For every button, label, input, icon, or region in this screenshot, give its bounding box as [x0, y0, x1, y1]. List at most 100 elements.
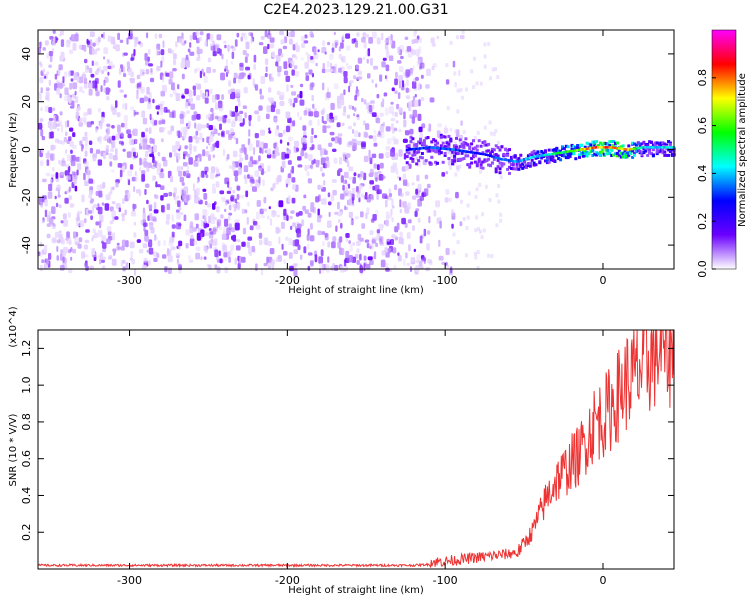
spectrogram-cell — [268, 127, 271, 131]
spectrogram-cell — [51, 237, 57, 243]
spectrogram-cell — [289, 215, 293, 220]
spectrogram-cell — [317, 119, 320, 126]
spectrogram-cell — [130, 250, 134, 259]
spectrogram-cell — [98, 36, 101, 43]
colorbar-tick-label: 0.4 — [696, 165, 709, 183]
spectrogram-cell — [511, 167, 515, 171]
spectrogram-cell — [173, 59, 177, 66]
spectrogram-cell — [235, 239, 241, 243]
spectrogram-cell — [139, 97, 145, 104]
spectrogram-cell — [140, 142, 143, 147]
spectrogram-cell — [246, 216, 249, 225]
spectrogram-cell — [249, 225, 254, 231]
spectrogram-cell — [385, 267, 390, 272]
spectrogram-cell — [348, 211, 353, 219]
spectrogram-cell — [136, 93, 139, 100]
spectrogram-cell — [373, 142, 378, 147]
spectrogram-cell — [321, 231, 326, 235]
y-tick-label: 0.2 — [20, 523, 33, 541]
spectrogram-cell — [260, 214, 265, 219]
spectrogram-cell — [334, 138, 338, 144]
spectrogram-cell — [228, 215, 231, 221]
spectrogram-cell — [107, 71, 110, 76]
spectrogram-cell — [447, 147, 450, 151]
spectrogram-cell — [661, 146, 664, 149]
spectrogram-cell — [460, 157, 464, 161]
spectrogram-cell — [388, 192, 392, 197]
spectrogram-cell — [340, 222, 343, 229]
spectrogram-cell — [129, 138, 134, 146]
spectrogram-cell — [379, 112, 384, 117]
y-tick-label: -20 — [20, 188, 33, 206]
spectrogram-cell — [455, 191, 459, 199]
spectrogram-cell — [462, 157, 466, 160]
spectrogram-cell — [267, 165, 271, 172]
spectrogram-cell — [334, 70, 339, 74]
spectrogram-cell — [598, 146, 602, 149]
spectrogram-cell — [585, 141, 589, 145]
spectrogram-cell — [483, 153, 486, 156]
spectrogram-cell — [89, 147, 93, 154]
spectrogram-cell — [404, 36, 409, 40]
spectrogram-cell — [128, 68, 133, 76]
spectrogram-cell — [200, 256, 203, 261]
spectrogram-cell — [424, 136, 428, 140]
spectrogram-cell — [489, 76, 492, 81]
spectrogram-cell — [95, 90, 100, 97]
spectrogram-cell — [95, 221, 100, 226]
spectrogram-cell — [324, 51, 327, 55]
spectrogram-cell — [653, 146, 657, 149]
spectrogram-cell — [46, 233, 51, 239]
spectrogram-cell — [360, 211, 364, 218]
spectrogram-cell — [648, 140, 652, 144]
spectrogram-cell — [69, 140, 74, 148]
spectrogram-cell — [508, 160, 511, 164]
spectrogram-cell — [534, 155, 537, 158]
spectrogram-cell — [414, 210, 418, 217]
spectrogram-cell — [343, 106, 347, 113]
spectrogram-cell — [513, 160, 517, 163]
spectrogram-cell — [68, 136, 72, 142]
spectrogram-cell — [243, 174, 247, 180]
spectrogram-cell — [401, 238, 404, 245]
spectrogram-cell — [180, 166, 184, 171]
spectrogram-cell — [355, 64, 360, 70]
spectrogram-cell — [367, 73, 371, 79]
spectrogram-cell — [443, 152, 447, 155]
spectrogram-cell — [202, 188, 207, 192]
spectrogram-cell — [252, 186, 257, 192]
spectrogram-cell — [313, 47, 317, 56]
spectrogram-cell — [642, 146, 645, 149]
spectrogram-cell — [398, 107, 403, 113]
spectrogram-cell — [294, 140, 299, 147]
spectrogram-cell — [317, 49, 320, 53]
spectrogram-cell — [279, 91, 285, 98]
spectrogram-cell — [644, 146, 647, 149]
spectrogram-cell — [256, 211, 260, 220]
spectrogram-cell — [185, 229, 191, 236]
spectrogram-cell — [152, 138, 155, 145]
spectrogram-cell — [86, 40, 91, 45]
spectrogram-cell — [545, 161, 549, 165]
spectrogram-cell — [99, 122, 103, 130]
spectrogram-cell — [342, 34, 345, 41]
spectrogram-cell — [278, 200, 284, 208]
spectrogram-cell — [619, 147, 623, 150]
spectrogram-cell — [66, 175, 71, 181]
spectrogram-cell — [362, 32, 367, 38]
spectrogram-cell — [39, 41, 42, 49]
spectrogram-cell — [417, 159, 421, 163]
spectrogram-cell — [246, 241, 250, 248]
spectrogram-cell — [437, 149, 441, 153]
spectrogram-cell — [598, 153, 602, 157]
spectrogram-cell — [48, 131, 52, 139]
spectrogram-cell — [579, 148, 583, 151]
spectrogram-cell — [581, 154, 585, 158]
spectrogram-cell — [608, 140, 612, 144]
spectrogram-cell — [153, 144, 157, 153]
spectrogram-cell — [489, 152, 492, 156]
spectrogram-cell — [240, 36, 243, 42]
spectrogram-cell — [167, 247, 170, 256]
spectrogram-cell — [156, 111, 159, 115]
spectrogram-cell — [483, 158, 487, 162]
